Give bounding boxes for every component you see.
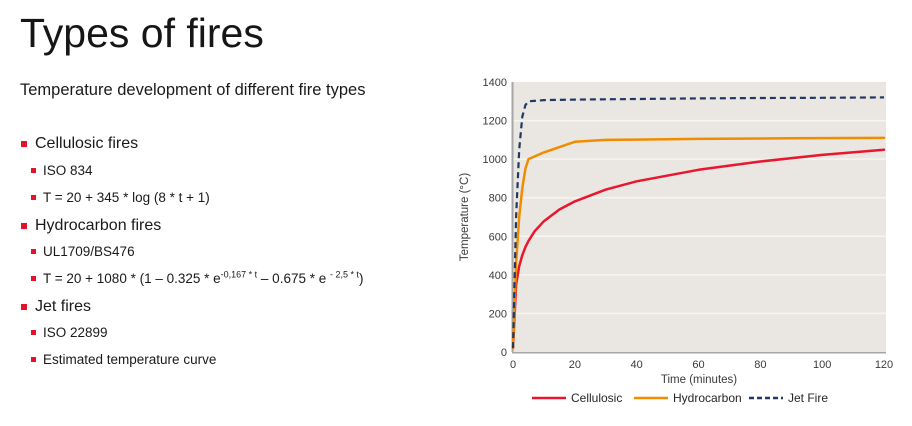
bullet-label: Cellulosic fires [35, 135, 139, 152]
bullet-label: Estimated temperature curve [43, 352, 217, 367]
bullet-label: ISO 834 [43, 163, 93, 178]
formula-exponent: -0,167 * t [220, 269, 258, 280]
bullet-label: Hydrocarbon fires [35, 217, 162, 234]
bullet-square-icon [31, 249, 36, 254]
page-title: Types of fires [20, 10, 264, 56]
bullet-jet-standard: ISO 22899 [31, 325, 108, 341]
bullet-square-icon [21, 141, 27, 147]
bullet-square-icon [31, 195, 36, 200]
x-tick-label: 60 [692, 359, 704, 371]
bullet-label: Jet fires [35, 298, 92, 315]
x-tick-label: 80 [754, 359, 766, 371]
formula-part: T = 20 + 1080 * (1 – 0.325 * e [43, 271, 221, 286]
y-tick-label: 200 [489, 308, 507, 320]
bullet-square-icon [31, 276, 36, 281]
x-tick-label: 40 [631, 359, 643, 371]
bullet-square-icon [21, 304, 27, 310]
x-tick-label: 0 [510, 359, 516, 371]
bullet-label: UL1709/BS476 [43, 244, 135, 259]
series-line-jet-fire [511, 96, 885, 349]
bullet-square-icon [21, 223, 27, 229]
legend-label-hydrocarbon: Hydrocarbon [673, 391, 742, 405]
bullet-hydrocarbon-fires: Hydrocarbon fires [21, 217, 161, 235]
x-tick-label: 100 [813, 359, 831, 371]
bullet-square-icon [31, 168, 36, 173]
bullet-label: T = 20 + 345 * log (8 * t + 1) [43, 190, 210, 205]
temperature-chart-svg: 0 200 400 600 800 1000 1200 1400 0 20 40 60 80 100 120… [459, 77, 893, 405]
bullet-square-icon [31, 357, 36, 362]
legend-label-cellulosic: Cellulosic [571, 391, 622, 405]
temperature-chart: 0 200 400 600 800 1000 1200 1400 0 20 40 60 80 100 120… [456, 60, 912, 421]
bullet-jet-note: Estimated temperature curve [31, 352, 216, 368]
bullet-hydrocarbon-standard: UL1709/BS476 [31, 244, 135, 260]
x-tick-label: 20 [569, 359, 581, 371]
y-tick-label: 1400 [483, 77, 507, 89]
formula-part: – 0.675 * e [257, 271, 330, 286]
bullet-square-icon [31, 330, 36, 335]
x-tick-label: 120 [875, 359, 893, 371]
formula-exponent: - 2,5 * t [329, 269, 359, 280]
y-tick-label: 600 [489, 231, 507, 243]
y-tick-label: 1200 [483, 116, 507, 128]
y-axis-title: Temperature (°C) [459, 173, 471, 261]
series-line-cellulosic [511, 148, 886, 350]
y-tick-label: 0 [501, 347, 507, 359]
y-tick-label: 400 [489, 270, 507, 282]
bullet-jet-fires: Jet fires [21, 298, 91, 316]
x-axis-title: Time (minutes) [661, 374, 737, 386]
bullet-cellulosic-fires: Cellulosic fires [21, 135, 138, 153]
bullet-label: ISO 22899 [43, 325, 108, 340]
bullet-cellulosic-formula: T = 20 + 345 * log (8 * t + 1) [31, 190, 210, 206]
plot-area [513, 82, 886, 352]
bullet-label: T = 20 + 1080 * (1 – 0.325 * e-0,167 * t… [43, 269, 364, 287]
series-line-hydrocarbon [511, 136, 886, 350]
slide-subtitle: Temperature development of different fir… [20, 81, 366, 99]
legend-label-jet-fire: Jet Fire [788, 391, 828, 405]
bullet-cellulosic-standard: ISO 834 [31, 163, 93, 179]
bullet-hydrocarbon-formula: T = 20 + 1080 * (1 – 0.325 * e-0,167 * t… [31, 269, 364, 287]
y-tick-label: 1000 [483, 154, 507, 166]
y-tick-label: 800 [489, 193, 507, 205]
formula-part: ) [359, 271, 364, 286]
